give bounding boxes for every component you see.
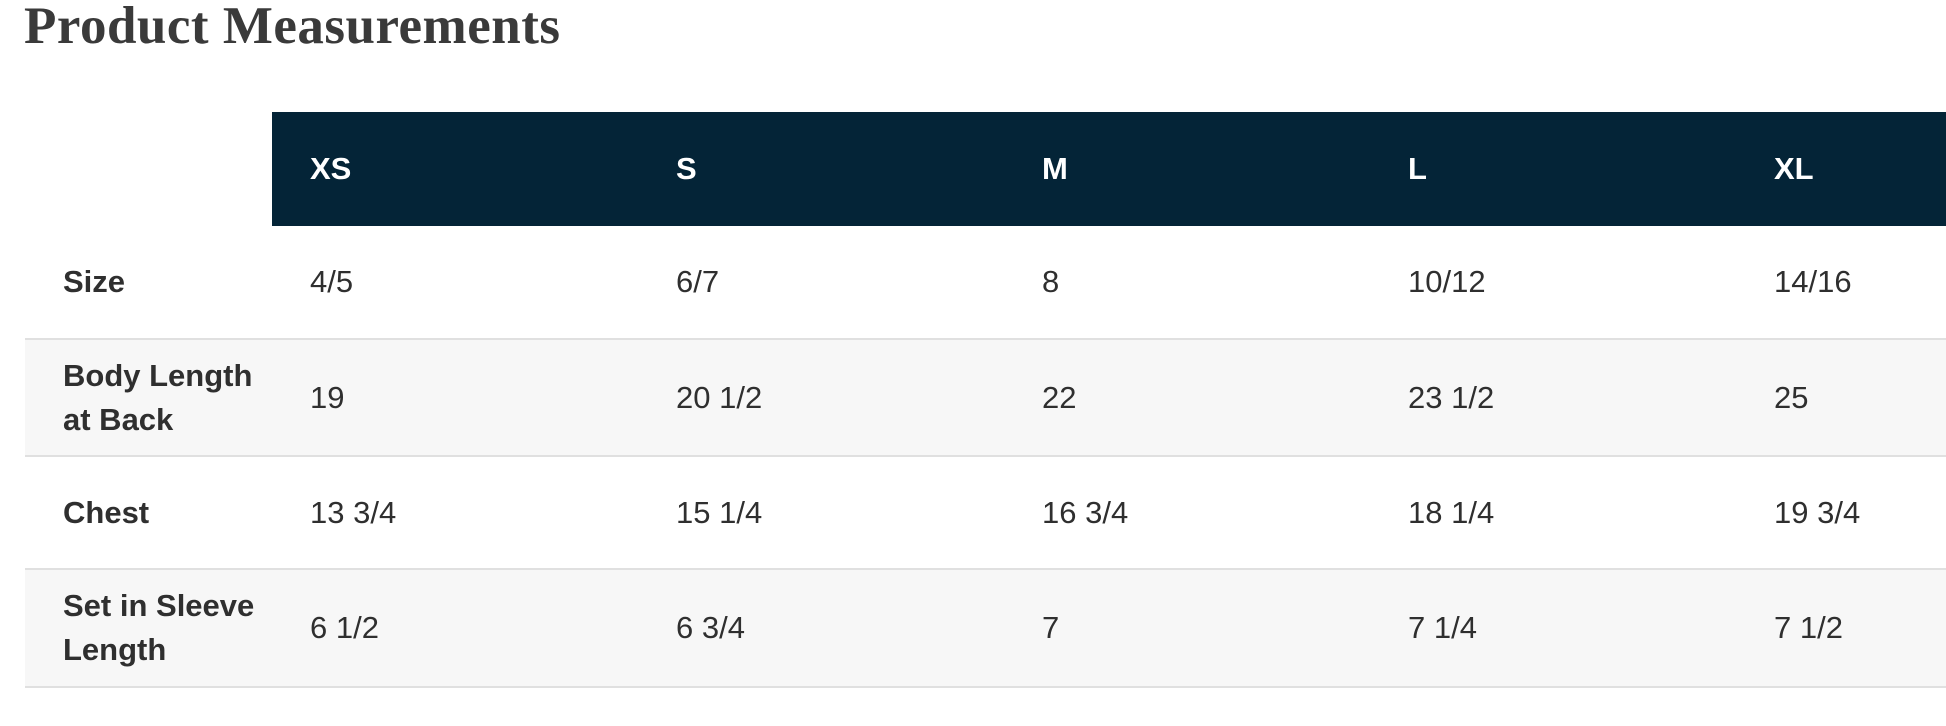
cell-size-m: 8 [1042, 264, 1060, 299]
column-header-xl: XL [1736, 112, 1946, 226]
cell-chest-l: 18 1/4 [1408, 494, 1495, 530]
cell-sleeve-m: 7 [1042, 610, 1060, 645]
table-row-chest: Chest 13 3/4 15 1/4 16 3/4 18 1/4 19 3/4 [25, 457, 1946, 570]
column-header-xs: XS [272, 112, 638, 226]
cell-sleeve-s: 6 3/4 [676, 610, 745, 645]
cell-chest-xs: 13 3/4 [310, 494, 397, 530]
product-measurements-table: XS S M L XL Size 4/5 6/7 8 10/12 14/16 B… [25, 112, 1946, 688]
cell-chest-m: 16 3/4 [1042, 494, 1129, 530]
cell-chest-xl: 19 3/4 [1774, 494, 1861, 530]
page-title: Product Measurements [24, 0, 561, 55]
cell-body-length-l: 23 1/2 [1408, 379, 1495, 415]
cell-sleeve-xl: 7 1/2 [1774, 610, 1843, 645]
cell-chest-s: 15 1/4 [676, 494, 763, 530]
header-spacer-cell [25, 112, 272, 226]
table-row-sleeve-length: Set in Sleeve Length 6 1/2 6 3/4 7 7 1/4… [25, 570, 1946, 688]
cell-body-length-xl: 25 [1774, 379, 1809, 415]
cell-size-s: 6/7 [676, 264, 720, 299]
cell-sleeve-l: 7 1/4 [1408, 610, 1477, 645]
cell-size-l: 10/12 [1408, 264, 1486, 299]
cell-body-length-s: 20 1/2 [676, 379, 763, 415]
row-label-sleeve-length: Set in Sleeve Length [63, 588, 255, 667]
table-row-size: Size 4/5 6/7 8 10/12 14/16 [25, 226, 1946, 340]
cell-sleeve-xs: 6 1/2 [310, 610, 379, 645]
cell-body-length-xs: 19 [310, 379, 345, 415]
row-label-chest: Chest [63, 494, 150, 530]
table-row-body-length: Body Length at Back 19 20 1/2 22 23 1/2 … [25, 340, 1946, 457]
row-label-body-length: Body Length at Back [63, 357, 253, 437]
column-header-m: M [1004, 112, 1370, 226]
column-header-l: L [1370, 112, 1736, 226]
cell-body-length-m: 22 [1042, 379, 1077, 415]
cell-size-xl: 14/16 [1774, 264, 1852, 299]
row-label-size: Size [63, 264, 126, 299]
table-header-row: XS S M L XL [25, 112, 1946, 226]
column-header-s: S [638, 112, 1004, 226]
cell-size-xs: 4/5 [310, 264, 354, 299]
